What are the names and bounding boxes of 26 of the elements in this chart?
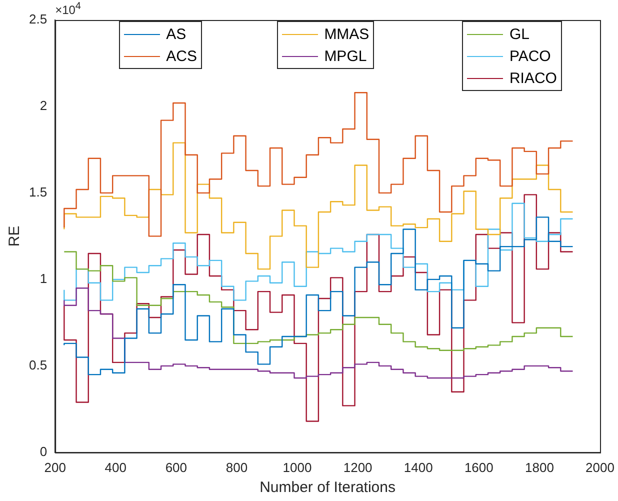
x-tick-label: 1400 xyxy=(404,460,433,475)
x-tick-label: 600 xyxy=(165,460,188,475)
x-tick-label: 1000 xyxy=(282,460,312,475)
x-tick-label: 2000 xyxy=(586,460,614,475)
legend-label: MMAS xyxy=(324,26,370,42)
legend-label: GL xyxy=(509,26,530,42)
legend-label: AS xyxy=(166,26,186,42)
legend-label: ACS xyxy=(166,48,197,64)
legend-label: RIACO xyxy=(509,70,557,86)
y-tick-label: 1.5 xyxy=(28,184,48,200)
x-axis-title: Number of Iterations xyxy=(260,479,396,496)
x-tick-label: 400 xyxy=(104,460,126,475)
y-tick-label: 1 xyxy=(40,271,48,286)
x-tick-label: 1800 xyxy=(524,460,554,475)
y-axis-title: RE xyxy=(6,226,24,247)
legend-label: MPGL xyxy=(324,48,367,64)
y-tick-label: 2 xyxy=(40,98,48,114)
y-tick-label: 2.5 xyxy=(28,12,48,27)
legend-label: PACO xyxy=(509,48,551,64)
x-tick-label: 1600 xyxy=(464,460,494,475)
y-tick-label: 0.5 xyxy=(28,358,48,372)
x-tick-label: 1200 xyxy=(343,460,372,475)
y-tick-label: 0 xyxy=(40,444,48,459)
x-tick-label: 800 xyxy=(226,460,248,475)
x-tick-label: 200 xyxy=(44,460,66,475)
text: ×10$^{4}$ xyxy=(55,1,81,17)
